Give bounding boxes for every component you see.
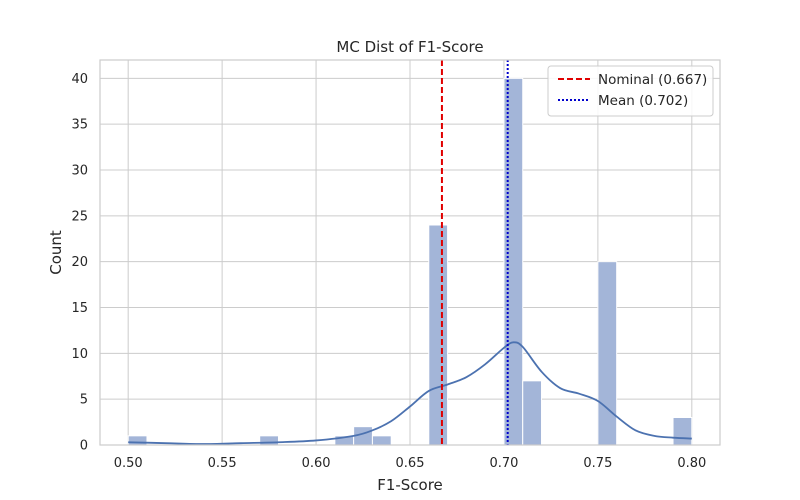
legend-mean-label: Mean (0.702): [598, 93, 688, 109]
y-tick-label: 20: [71, 255, 88, 270]
x-tick-label: 0.50: [114, 456, 143, 471]
histogram-bar: [259, 435, 279, 446]
plot-frame: [99, 59, 721, 446]
x-tick-label: 0.65: [396, 456, 425, 471]
histogram-bar: [428, 224, 449, 446]
kde-curve-group: [128, 341, 692, 445]
y-tick-label: 10: [71, 347, 88, 362]
y-tick-label: 5: [80, 393, 88, 408]
x-tick-label: 0.80: [677, 456, 706, 471]
y-tick-label: 35: [71, 118, 88, 133]
y-tick-label: 40: [71, 72, 88, 87]
histogram-bar: [522, 380, 543, 446]
y-tick-label: 25: [71, 209, 88, 224]
y-tick-label: 15: [71, 301, 88, 316]
x-tick-label: 0.55: [208, 456, 237, 471]
reference-lines: [440, 60, 509, 445]
y-axis-ticks: 0 5 10 15 20 25 30 35 40: [71, 72, 88, 454]
histogram-bar: [597, 261, 618, 446]
y-axis-label: Count: [47, 230, 65, 275]
x-tick-label: 0.60: [302, 456, 331, 471]
y-tick-label: 30: [71, 164, 88, 179]
x-axis-ticks: 0.50 0.55 0.60 0.65 0.70 0.75 0.80: [114, 456, 707, 471]
histogram-bar: [672, 417, 693, 446]
legend: Nominal (0.667) Mean (0.702): [547, 65, 714, 117]
x-tick-label: 0.75: [583, 456, 612, 471]
kde-curve: [128, 341, 692, 445]
x-tick-label: 0.70: [489, 456, 518, 471]
x-axis-label: F1-Score: [377, 476, 443, 494]
histogram-bar: [371, 435, 392, 446]
histogram-bar: [127, 435, 148, 446]
y-tick-label: 0: [80, 439, 88, 454]
legend-nominal-label: Nominal (0.667): [598, 72, 707, 88]
chart-title: MC Dist of F1-Score: [336, 38, 483, 56]
